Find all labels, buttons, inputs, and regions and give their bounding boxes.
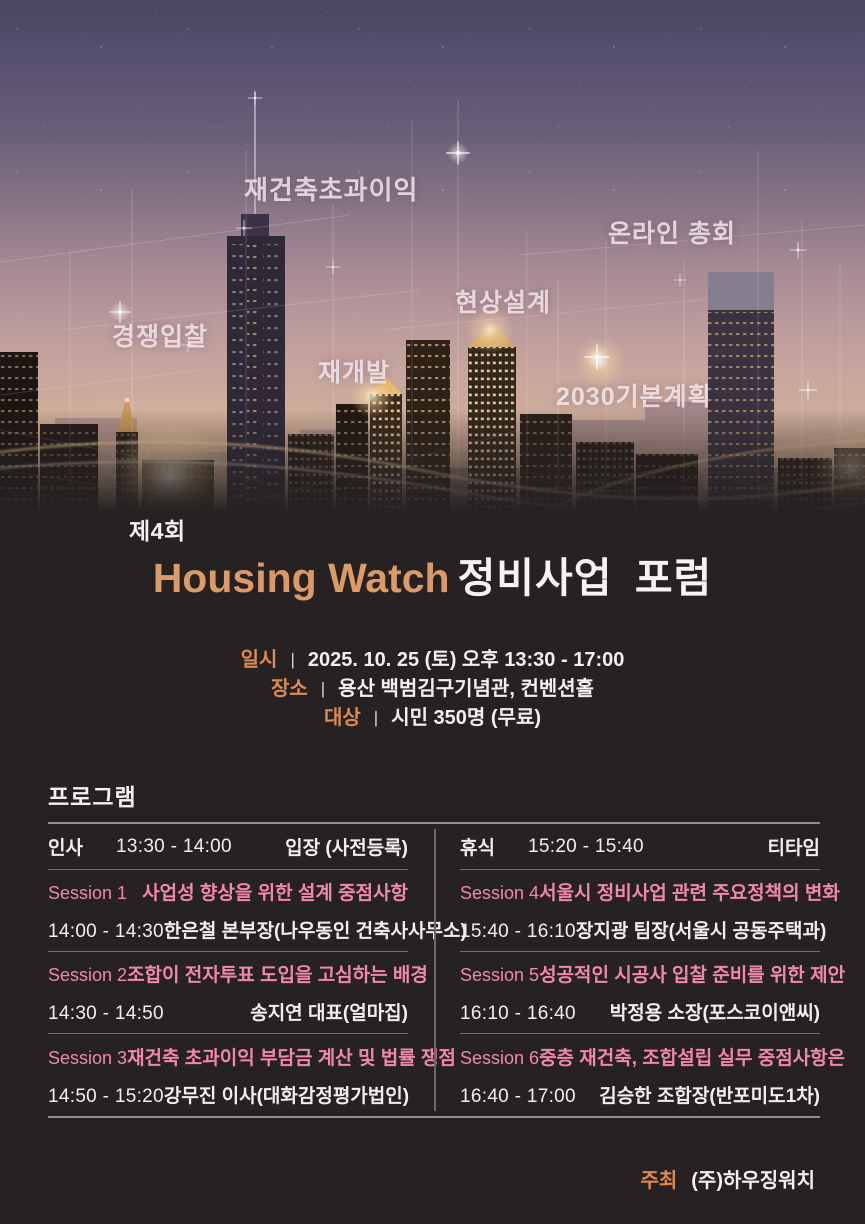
session-title: 중층 재건축, 조합설립 실무 중점사항은 bbox=[539, 1047, 846, 1069]
event-datetime-row: 일시 | 2025. 10. 25 (토) 오후 13:30 - 17:00 bbox=[0, 645, 865, 674]
venue-value: 용산 백범김구기념관, 컨벤션홀 bbox=[338, 678, 595, 700]
session-label: Session 4 bbox=[460, 883, 540, 903]
hero-keyword-label: 온라인 총회 bbox=[608, 220, 736, 248]
session-speaker: 김승한 조합장(반포미도1차) bbox=[599, 1085, 820, 1107]
title-suffix: 정비사업 포럼 bbox=[457, 555, 713, 601]
session-title: 조합이 전자투표 도입을 고심하는 배경 bbox=[127, 965, 428, 986]
hero-keyword-label: 재개발 bbox=[318, 359, 391, 387]
session-time: 16:40 - 17:00 bbox=[460, 1085, 576, 1107]
session-label: Session 3 bbox=[48, 1047, 128, 1068]
program-column-left: 인사 13:30 - 14:00 입장 (사전등록) Session 1 사업성… bbox=[48, 824, 467, 1116]
organizer-label: 주최 bbox=[640, 1170, 678, 1192]
event-details: 일시 | 2025. 10. 25 (토) 오후 13:30 - 17:00 장소 |… bbox=[0, 645, 865, 732]
event-venue-row: 장소 | 용산 백범김구기념관, 컨벤션홀 bbox=[0, 674, 865, 703]
session-time: 15:40 - 16:10 bbox=[460, 921, 576, 942]
detail-separator: | bbox=[290, 650, 295, 669]
hero-keyword-label: 재건축초과이익 bbox=[244, 175, 419, 205]
program-intro-row: 인사 13:30 - 14:00 입장 (사전등록) bbox=[48, 824, 408, 870]
event-edition: 제4회 bbox=[129, 518, 186, 544]
session-block: Session 1 사업성 향상을 위한 설계 중점사항 14:00 - 14:… bbox=[48, 870, 467, 952]
break-note: 티타임 bbox=[767, 838, 820, 859]
program-table: 인사 13:30 - 14:00 입장 (사전등록) Session 1 사업성… bbox=[48, 822, 845, 1118]
detail-separator: | bbox=[320, 679, 326, 698]
column-divider bbox=[434, 829, 436, 1111]
session-speaker: 한은철 본부장(나우동인 건축사사무소) bbox=[163, 921, 467, 942]
audience-label: 대상 bbox=[323, 707, 361, 729]
session-block: Session 2 조합이 전자투표 도입을 고심하는 배경 14:30 - 1… bbox=[48, 952, 428, 1034]
program-column-right: 휴식 15:20 - 15:40 티타임 Session 4 서울시 정비사업 … bbox=[434, 824, 845, 1116]
session-title: 사업성 향상을 위한 설계 중점사항 bbox=[142, 883, 408, 904]
session-title: 서울시 정비사업 관련 주요정책의 변화 bbox=[539, 883, 840, 904]
program-heading: 프로그램 bbox=[48, 784, 137, 810]
organizer-name: (주)하우징워치 bbox=[691, 1170, 815, 1192]
organizer-line: 주최 (주)하우징워치 bbox=[640, 1164, 815, 1193]
session-time: 16:10 - 16:40 bbox=[460, 1003, 576, 1024]
session-block: Session 6 중층 재건축, 조합설립 실무 중점사항은 16:40 - … bbox=[460, 1034, 845, 1116]
break-label: 휴식 bbox=[460, 838, 495, 859]
session-time: 14:50 - 15:20 bbox=[48, 1085, 164, 1107]
session-block: Session 3 재건축 초과이익 부담금 계산 및 법률 쟁점 14:50 … bbox=[48, 1034, 456, 1116]
session-time: 14:00 - 14:30 bbox=[48, 921, 164, 942]
detail-separator: | bbox=[373, 708, 379, 727]
datetime-value: 2025. 10. 25 (토) 오후 13:30 - 17:00 bbox=[307, 649, 625, 671]
session-time: 14:30 - 14:50 bbox=[48, 1003, 164, 1024]
page-title: Housing Watch 정비사업 포럼 bbox=[0, 544, 865, 604]
session-label: Session 2 bbox=[48, 965, 128, 985]
event-audience-row: 대상 | 시민 350명 (무료) bbox=[0, 703, 865, 732]
intro-label: 인사 bbox=[48, 838, 83, 859]
hero-cityscape: 재건축초과이익 온라인 총회 현상설계 경쟁입찰 재개발 2030기본계획 bbox=[0, 0, 865, 516]
hero-bottom-fade bbox=[0, 408, 865, 516]
datetime-label: 일시 bbox=[240, 649, 278, 671]
brand-name: Housing Watch bbox=[152, 555, 450, 601]
venue-label: 장소 bbox=[270, 678, 308, 700]
hero-keyword-label: 경쟁입찰 bbox=[112, 323, 209, 351]
session-speaker: 강무진 이사(대화감정평가법인) bbox=[163, 1085, 410, 1107]
intro-time: 13:30 - 14:00 bbox=[116, 835, 232, 857]
break-time: 15:20 - 15:40 bbox=[528, 835, 644, 857]
session-label: Session 1 bbox=[48, 883, 128, 903]
session-block: Session 4 서울시 정비사업 관련 주요정책의 변화 15:40 - 1… bbox=[460, 870, 840, 952]
intro-note: 입장 (사전등록) bbox=[285, 838, 408, 859]
session-block: Session 5 성공적인 시공사 입찰 준비를 위한 제안 16:10 - … bbox=[460, 952, 845, 1034]
program-break-row: 휴식 15:20 - 15:40 티타임 bbox=[460, 824, 820, 870]
hero-keyword-label: 현상설계 bbox=[455, 289, 552, 317]
session-speaker: 박정용 소장(포스코이앤씨) bbox=[609, 1003, 820, 1024]
session-title: 성공적인 시공사 입찰 준비를 위한 제안 bbox=[539, 965, 846, 986]
session-label: Session 5 bbox=[460, 965, 540, 985]
session-speaker: 송지연 대표(얼마집) bbox=[250, 1003, 408, 1024]
audience-value: 시민 350명 (무료) bbox=[391, 707, 542, 729]
session-label: Session 6 bbox=[460, 1047, 540, 1068]
hero-keyword-label: 2030기본계획 bbox=[556, 383, 712, 411]
session-title: 재건축 초과이익 부담금 계산 및 법률 쟁점 bbox=[127, 1047, 456, 1069]
session-speaker: 장지광 팀장(서울시 공동주택과) bbox=[575, 921, 827, 942]
